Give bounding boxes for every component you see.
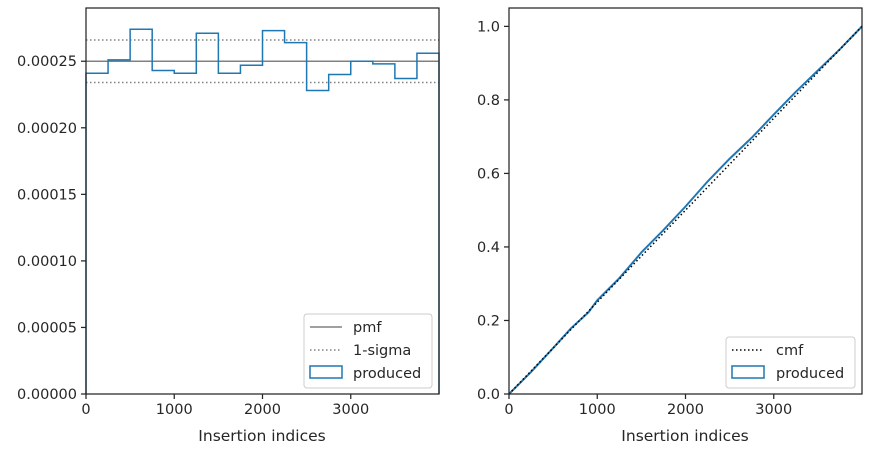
cmf-y-tick-label: 0.6 xyxy=(477,166,500,182)
histogram-y-ticks: 0.00000 0.00005 0.00010 0.00015 0.00020 0.000… xyxy=(17,54,86,403)
histogram-x-tick-label: 1000 xyxy=(156,402,193,418)
cmf-panel: 0 1000 2000 3000 0.0 0.2 0.4 0.6 0.8 1.0 Inserti… xyxy=(477,7,863,445)
cmf-x-tick-label: 0 xyxy=(504,402,513,418)
cmf-x-tick-label: 1000 xyxy=(579,402,616,418)
cmf-x-tick-label: 3000 xyxy=(755,402,792,418)
histogram-marks xyxy=(85,28,440,394)
histogram-panel: 0 1000 2000 3000 0.000000.000050.000100.000… xyxy=(17,7,440,445)
legend-produced-label: produced xyxy=(353,366,421,382)
histogram-y-tick-label: 0.00000 xyxy=(17,387,77,403)
cmf-y-tick-label: 1.0 xyxy=(477,19,500,35)
cmf-legend-box xyxy=(725,336,856,389)
legend-produced-swatch xyxy=(309,365,343,379)
histogram-legend: pmf 1-sigma produced xyxy=(303,313,433,389)
cmf-legend: cmf produced xyxy=(725,336,856,389)
histogram-y-tick-label: 0.00010 xyxy=(17,254,77,270)
legend-pmf-label: pmf xyxy=(353,320,382,336)
legend-cmf-label: cmf xyxy=(776,343,804,359)
histogram-x-tick-label: 2000 xyxy=(244,402,281,418)
histogram-legend-box xyxy=(303,313,433,389)
cmf-x-axis-label: Insertion indices xyxy=(621,427,748,445)
cmf-marks xyxy=(508,25,863,395)
histogram-x-ticks: 0 1000 2000 3000 xyxy=(81,394,369,418)
histogram-y-tick-label: 0.00005 xyxy=(17,320,77,336)
legend-produced-label-2: produced xyxy=(776,366,844,382)
legend-produced-swatch-2 xyxy=(731,365,765,379)
cmf-x-ticks: 0 1000 2000 3000 xyxy=(504,394,792,418)
cmf-y-ticks: 0.0 0.2 0.4 0.6 0.8 1.0 xyxy=(477,19,509,403)
cmf-y-tick-label: 0.0 xyxy=(477,387,500,403)
cmf-y-tick-label: 0.8 xyxy=(477,93,500,109)
histogram-x-tick-label: 0 xyxy=(81,402,90,418)
histogram-y-tick-label: 0.00015 xyxy=(17,187,77,203)
legend-sigma-label: 1-sigma xyxy=(353,343,411,359)
cmf-line xyxy=(508,25,863,395)
cmf-y-tick-label: 0.2 xyxy=(477,313,500,329)
histogram-x-tick-label: 3000 xyxy=(332,402,369,418)
cmf-y-tick-label: 0.4 xyxy=(477,240,500,256)
histogram-y-tick-label: 0.00020 xyxy=(17,121,77,137)
histogram-y-tick-label: 0.00025 xyxy=(17,54,77,70)
produced-histogram-step xyxy=(85,28,440,394)
cmf-x-tick-label: 2000 xyxy=(667,402,704,418)
produced-cumulative-line xyxy=(508,25,863,395)
histogram-x-axis-label: Insertion indices xyxy=(198,427,325,445)
